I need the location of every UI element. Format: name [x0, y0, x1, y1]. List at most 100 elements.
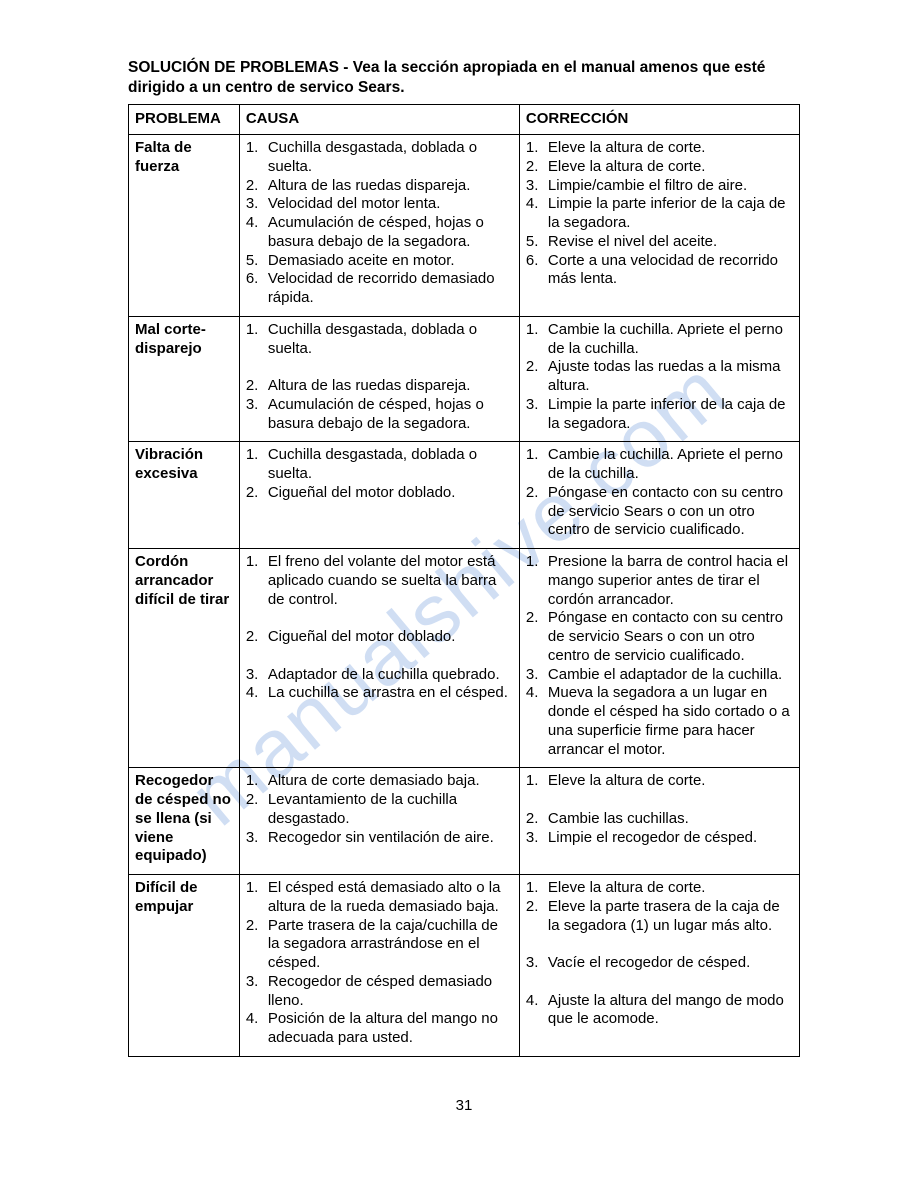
cause-item: 6.Velocidad de recorrido demasiado rápid…: [246, 270, 513, 308]
cause-list: 1.El freno del volante del motor está ap…: [246, 553, 513, 703]
cause-text: Cuchilla desgastada, doblada o suelta.: [268, 446, 513, 484]
fix-item: 3.Limpie la parte inferior de la caja de…: [526, 396, 793, 434]
list-number: 1.: [246, 321, 268, 359]
list-number: 2.: [526, 358, 548, 396]
fix-text: Póngase en contacto con su centro de ser…: [548, 609, 793, 665]
fix-item: 1.Cambie la cuchilla. Apriete el perno d…: [526, 321, 793, 359]
list-number: 6.: [246, 270, 268, 308]
fix-text: Limpie la parte inferior de la caja de l…: [548, 195, 793, 233]
list-number: 3.: [246, 973, 268, 1011]
fix-list: 1.Eleve la altura de corte.2.Eleve la pa…: [526, 879, 793, 1029]
problem-cell: Cordón arrancador difícil de tirar: [129, 549, 240, 768]
cause-list: 1.Cuchilla desgastada, doblada o suelta.…: [246, 446, 513, 502]
spacer: [246, 358, 513, 377]
cause-text: El freno del volante del motor está apli…: [268, 553, 513, 609]
fix-cell: 1.Eleve la altura de corte.2.Eleve la pa…: [519, 875, 799, 1057]
list-number: 1.: [246, 879, 268, 917]
cause-text: Velocidad de recorrido demasiado rápida.: [268, 270, 513, 308]
fix-item: 1.Presione la barra de control hacia el …: [526, 553, 793, 609]
fix-text: Cambie la cuchilla. Apriete el perno de …: [548, 321, 793, 359]
list-number: 2.: [526, 158, 548, 177]
table-row: Falta de fuerza1.Cuchilla desgastada, do…: [129, 135, 800, 317]
cause-text: Cigueñal del motor doblado.: [268, 628, 513, 647]
cause-item: 1.El freno del volante del motor está ap…: [246, 553, 513, 609]
fix-list: 1.Presione la barra de control hacia el …: [526, 553, 793, 759]
fix-item: 2.Eleve la parte trasera de la caja de l…: [526, 898, 793, 936]
cause-item: 2.Cigueñal del motor doblado.: [246, 484, 513, 503]
header-cause: CAUSA: [239, 105, 519, 135]
cause-list: 1.El césped está demasiado alto o la alt…: [246, 879, 513, 1048]
list-number: 3.: [526, 177, 548, 196]
fix-text: Póngase en contacto con su centro de ser…: [548, 484, 793, 540]
list-number: 5.: [246, 252, 268, 271]
list-number: 1.: [526, 321, 548, 359]
list-number: 2.: [526, 810, 548, 829]
cause-item: 4.La cuchilla se arrastra en el césped.: [246, 684, 513, 703]
list-number: 2.: [526, 898, 548, 936]
list-number: 4.: [526, 992, 548, 1030]
problem-cell: Recogedor de césped no se llena (si vien…: [129, 768, 240, 875]
cause-text: Recogedor de césped demasiado lleno.: [268, 973, 513, 1011]
list-number: 3.: [246, 666, 268, 685]
fix-item: 1.Eleve la altura de corte.: [526, 772, 793, 791]
cause-item: 1.Cuchilla desgastada, doblada o suelta.: [246, 446, 513, 484]
table-row: Mal corte-disparejo1.Cuchilla desgastada…: [129, 316, 800, 442]
cause-text: Cuchilla desgastada, doblada o suelta.: [268, 139, 513, 177]
list-number: 6.: [526, 252, 548, 290]
fix-item: 4.Limpie la parte inferior de la caja de…: [526, 195, 793, 233]
spacer: [246, 647, 513, 666]
header-fix: CORRECCIÓN: [519, 105, 799, 135]
cause-cell: 1.Cuchilla desgastada, doblada o suelta.…: [239, 316, 519, 442]
fix-text: Limpie la parte inferior de la caja de l…: [548, 396, 793, 434]
fix-cell: 1.Eleve la altura de corte. 2.Cambie las…: [519, 768, 799, 875]
list-number: 4.: [526, 195, 548, 233]
list-number: 1.: [246, 772, 268, 791]
list-number: 1.: [526, 553, 548, 609]
fix-item: 6.Corte a una velocidad de recorrido más…: [526, 252, 793, 290]
fix-text: Mueva la segadora a un lugar en donde el…: [548, 684, 793, 759]
list-number: 4.: [246, 684, 268, 703]
fix-text: Vacíe el recogedor de césped.: [548, 954, 793, 973]
fix-text: Eleve la parte trasera de la caja de la …: [548, 898, 793, 936]
cause-text: Acumulación de césped, hojas o basura de…: [268, 396, 513, 434]
list-number: 3.: [526, 666, 548, 685]
spacer: [526, 791, 793, 810]
fix-item: 2.Póngase en contacto con su centro de s…: [526, 609, 793, 665]
fix-text: Ajuste la altura del mango de modo que l…: [548, 992, 793, 1030]
page-content: SOLUCIÓN DE PROBLEMAS - Vea la sección a…: [128, 58, 800, 1116]
cause-text: Altura de las ruedas dispareja.: [268, 377, 513, 396]
header-problem: PROBLEMA: [129, 105, 240, 135]
cause-item: 4.Posición de la altura del mango no ade…: [246, 1010, 513, 1048]
list-number: 2.: [246, 917, 268, 973]
table-row: Recogedor de césped no se llena (si vien…: [129, 768, 800, 875]
cause-item: 3.Adaptador de la cuchilla quebrado.: [246, 666, 513, 685]
fix-list: 1.Eleve la altura de corte. 2.Cambie las…: [526, 772, 793, 847]
list-number: 1.: [526, 446, 548, 484]
fix-text: Eleve la altura de corte.: [548, 772, 793, 791]
cause-text: Acumulación de césped, hojas o basura de…: [268, 214, 513, 252]
fix-text: Limpie/cambie el filtro de aire.: [548, 177, 793, 196]
cause-item: 1.Cuchilla desgastada, doblada o suelta.: [246, 139, 513, 177]
list-number: 2.: [246, 628, 268, 647]
list-number: 3.: [246, 396, 268, 434]
table-row: Difícil de empujar1.El césped está demas…: [129, 875, 800, 1057]
page-title: SOLUCIÓN DE PROBLEMAS - Vea la sección a…: [128, 58, 800, 98]
table-header-row: PROBLEMA CAUSA CORRECCIÓN: [129, 105, 800, 135]
fix-item: 3.Vacíe el recogedor de césped.: [526, 954, 793, 973]
fix-text: Revise el nivel del aceite.: [548, 233, 793, 252]
fix-text: Eleve la altura de corte.: [548, 139, 793, 158]
cause-text: El césped está demasiado alto o la altur…: [268, 879, 513, 917]
fix-cell: 1.Cambie la cuchilla. Apriete el perno d…: [519, 442, 799, 549]
fix-item: 2.Cambie las cuchillas.: [526, 810, 793, 829]
cause-text: Cuchilla desgastada, doblada o suelta.: [268, 321, 513, 359]
cause-text: Demasiado aceite en motor.: [268, 252, 513, 271]
list-number: 3.: [526, 396, 548, 434]
cause-cell: 1.El césped está demasiado alto o la alt…: [239, 875, 519, 1057]
problem-cell: Vibración excesiva: [129, 442, 240, 549]
cause-item: 2.Altura de las ruedas dispareja.: [246, 377, 513, 396]
cause-cell: 1.Cuchilla desgastada, doblada o suelta.…: [239, 135, 519, 317]
list-number: 1.: [526, 139, 548, 158]
fix-item: 3.Limpie el recogedor de césped.: [526, 829, 793, 848]
list-number: 1.: [246, 553, 268, 609]
list-number: 1.: [526, 772, 548, 791]
